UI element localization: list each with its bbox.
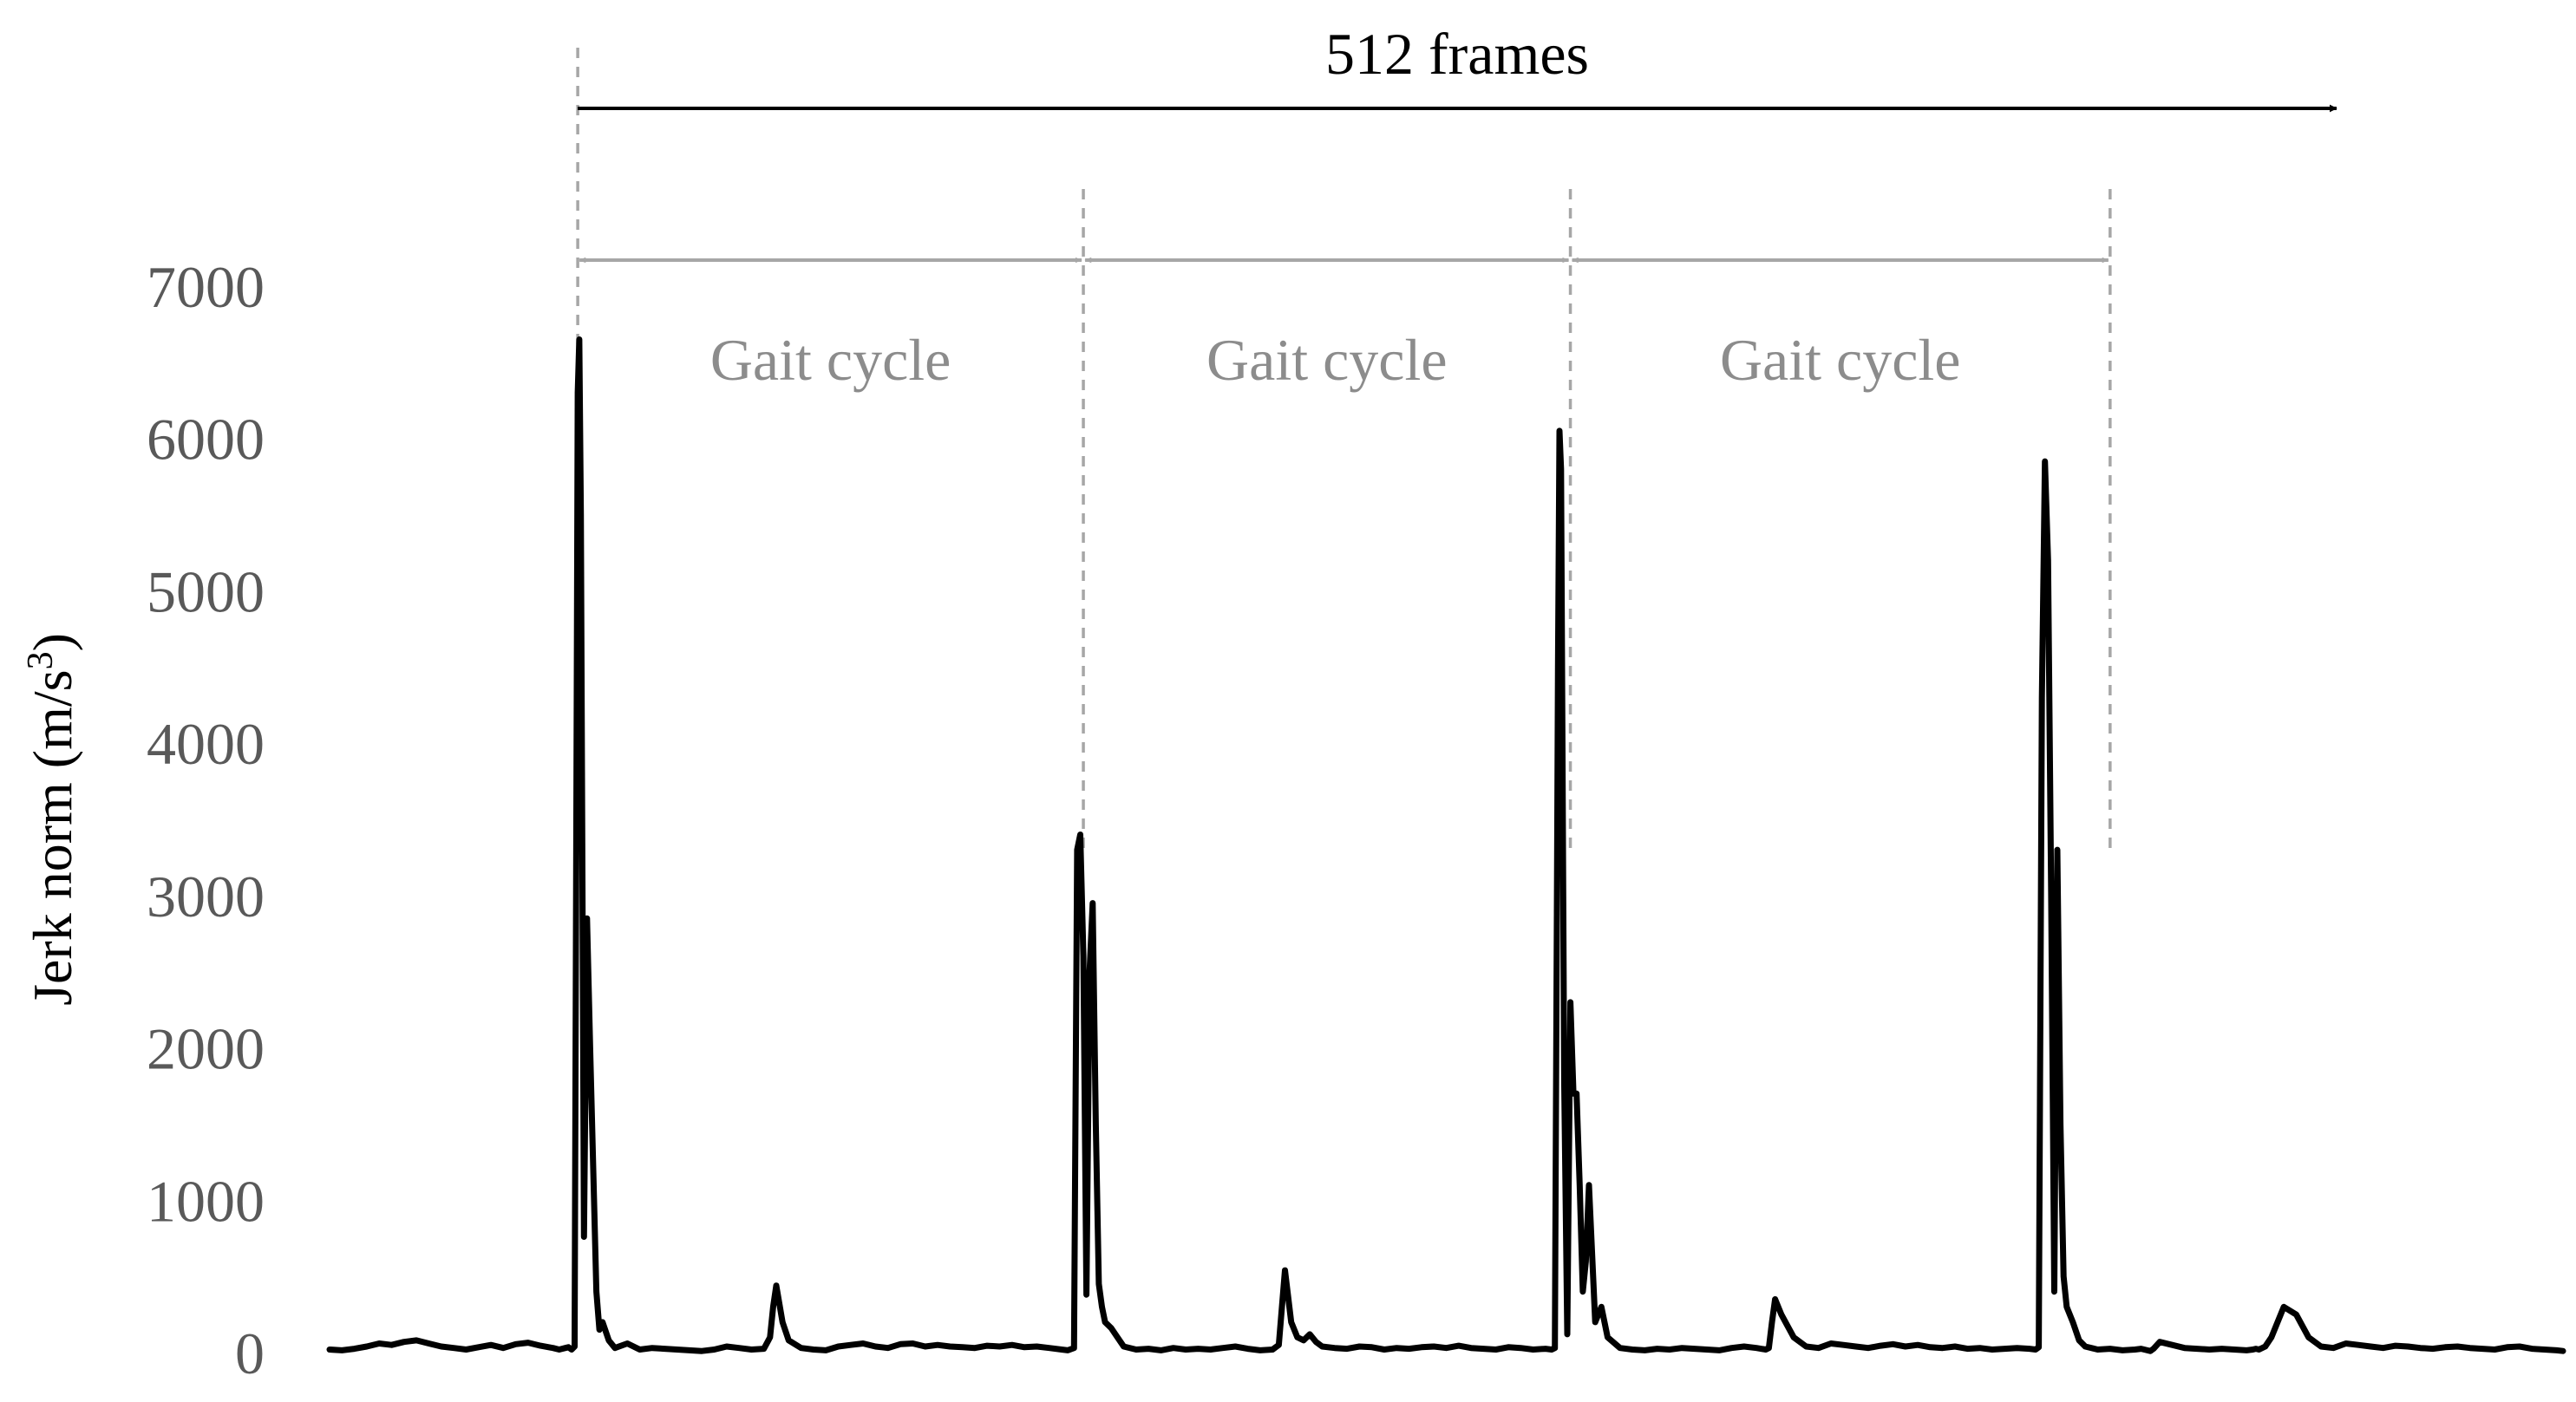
y-tick-label: 1000 — [147, 1168, 265, 1234]
gait-cycle-label: Gait cycle — [1720, 327, 1961, 393]
gait-cycle-label: Gait cycle — [1206, 327, 1448, 393]
y-axis-tick-labels: 0 1000 2000 3000 4000 5000 6000 7000 — [147, 254, 265, 1386]
y-tick-label: 0 — [235, 1320, 265, 1386]
y-tick-label: 6000 — [147, 407, 265, 473]
y-tick-label: 5000 — [147, 558, 265, 624]
gait-cycle-annotations: Gait cycle Gait cycle Gait cycle — [579, 257, 2109, 393]
gait-cycle-label: Gait cycle — [710, 327, 951, 393]
y-tick-label: 4000 — [147, 711, 265, 777]
y-tick-label: 2000 — [147, 1016, 265, 1082]
y-tick-label: 3000 — [147, 864, 265, 929]
y-tick-label: 7000 — [147, 254, 265, 320]
frames-span-label: 512 frames — [1325, 21, 1589, 87]
y-axis-title: Jerk norm (m/s3) — [21, 633, 83, 1006]
cycle-boundary-lines — [576, 48, 2112, 850]
jerk-norm-series-line — [326, 336, 2566, 1354]
